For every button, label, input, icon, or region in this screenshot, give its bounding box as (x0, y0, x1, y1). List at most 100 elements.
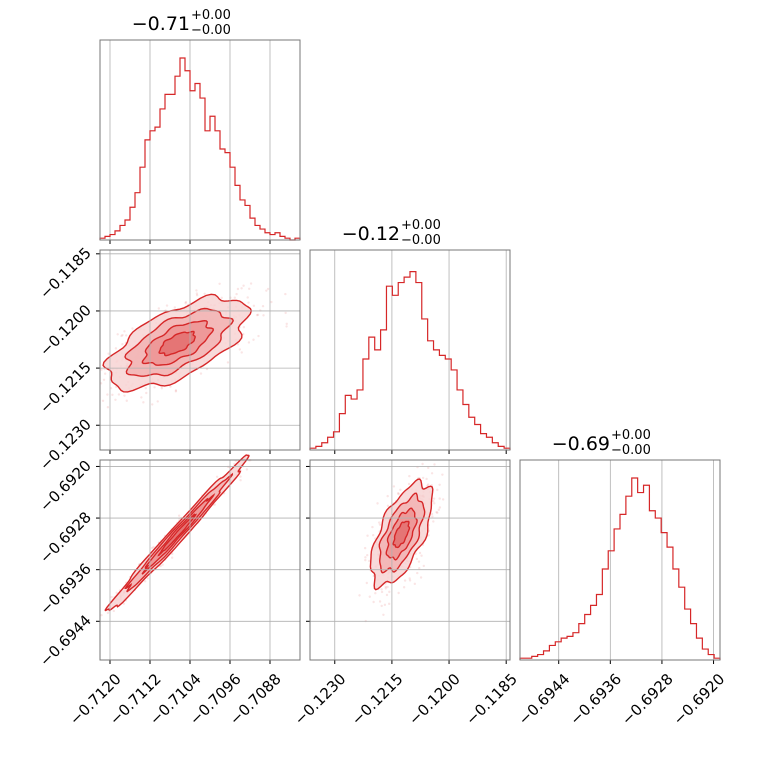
sample-point (417, 560, 421, 563)
sample-point (171, 552, 174, 556)
contour-level (392, 520, 411, 549)
title-lower-error: −0.00 (611, 443, 651, 458)
panel-frame (99, 249, 301, 451)
sample-point (242, 332, 245, 336)
sample-point (100, 368, 103, 371)
sample-point (242, 326, 246, 329)
sample-point (101, 399, 105, 402)
histogram-line (309, 271, 511, 450)
sample-point (430, 512, 434, 516)
sample-point (402, 586, 406, 589)
sample-point (195, 289, 198, 292)
sample-point (123, 330, 126, 333)
sample-point (106, 611, 110, 615)
sample-point (433, 463, 436, 466)
title-upper-error: +0.00 (611, 428, 651, 443)
sample-point (226, 361, 230, 364)
sample-point (363, 546, 367, 550)
sample-point (173, 306, 177, 309)
sample-point (100, 613, 103, 617)
sample-point (218, 282, 221, 285)
sample-point (385, 593, 389, 597)
sample-point (160, 387, 164, 390)
x-tick-label: −0.1200 (405, 670, 464, 729)
sample-point (421, 462, 424, 466)
sample-point (109, 387, 113, 390)
sample-point (420, 554, 423, 557)
sample-point (203, 292, 206, 295)
sample-point (122, 602, 126, 605)
sample-point (438, 483, 441, 486)
x-tick-label: −0.1215 (348, 670, 407, 729)
sample-point (106, 393, 109, 396)
sample-point (364, 556, 367, 559)
histogram-panel-2 (309, 249, 511, 454)
sample-point (152, 545, 155, 549)
panel-frame (309, 249, 511, 451)
sample-point (387, 602, 391, 606)
sample-point (365, 581, 369, 585)
sample-point (255, 313, 259, 317)
sample-point (174, 390, 178, 393)
sample-point (177, 514, 181, 517)
histogram-panel-3 (519, 459, 721, 664)
sample-point (262, 314, 265, 317)
sample-point (378, 523, 382, 526)
sample-point (265, 289, 268, 292)
sample-point (371, 534, 375, 537)
sample-point (415, 557, 419, 561)
sample-point (266, 287, 270, 291)
sample-point (368, 559, 371, 563)
y-tick-label: −0.6936 (36, 560, 95, 619)
sample-point (441, 498, 445, 501)
sample-point (358, 594, 361, 597)
sample-point (131, 327, 134, 330)
y-tick-label: −0.1215 (36, 358, 95, 417)
sample-point (257, 334, 260, 338)
sample-point (146, 577, 149, 580)
title-lower-error: −0.00 (191, 23, 231, 38)
sample-point (142, 401, 145, 404)
sample-point (432, 520, 435, 523)
sample-point (256, 313, 260, 317)
sample-point (432, 497, 436, 500)
sample-point (433, 502, 436, 505)
sample-point (247, 287, 251, 290)
sample-point (184, 302, 187, 305)
sample-point (372, 600, 375, 604)
sample-point (239, 479, 242, 482)
sample-point (120, 334, 123, 338)
x-tick-label: −0.6920 (670, 670, 729, 729)
x-tick-label: −0.6944 (515, 670, 574, 729)
sample-point (153, 386, 156, 389)
sample-point (240, 287, 243, 290)
sample-point (427, 466, 430, 470)
y-tick-label: −0.1185 (36, 244, 95, 303)
histogram-panel-1 (99, 39, 301, 244)
sample-point (421, 476, 425, 480)
sample-point (438, 497, 441, 500)
sample-point (184, 300, 188, 304)
parameter-title-1: −0.71 (132, 13, 190, 35)
histogram-line (99, 57, 301, 241)
sample-point (195, 292, 199, 295)
sample-point (261, 304, 265, 308)
sample-point (380, 590, 384, 594)
panel-frame (309, 459, 511, 661)
sample-point (236, 343, 240, 346)
y-tick-label: −0.6928 (36, 508, 95, 567)
sample-point (116, 333, 119, 336)
sample-point (111, 393, 114, 397)
panel-frame (519, 459, 721, 661)
sample-point (245, 468, 249, 471)
sample-point (380, 604, 383, 608)
sample-point (249, 282, 253, 285)
sample-point (413, 582, 417, 586)
sample-point (233, 296, 237, 299)
sample-point (419, 576, 423, 579)
sample-point (377, 521, 381, 524)
sample-point (386, 585, 389, 589)
x-tick-label: −0.1185 (462, 670, 521, 729)
sample-point (174, 389, 178, 392)
contour-level (157, 513, 198, 557)
